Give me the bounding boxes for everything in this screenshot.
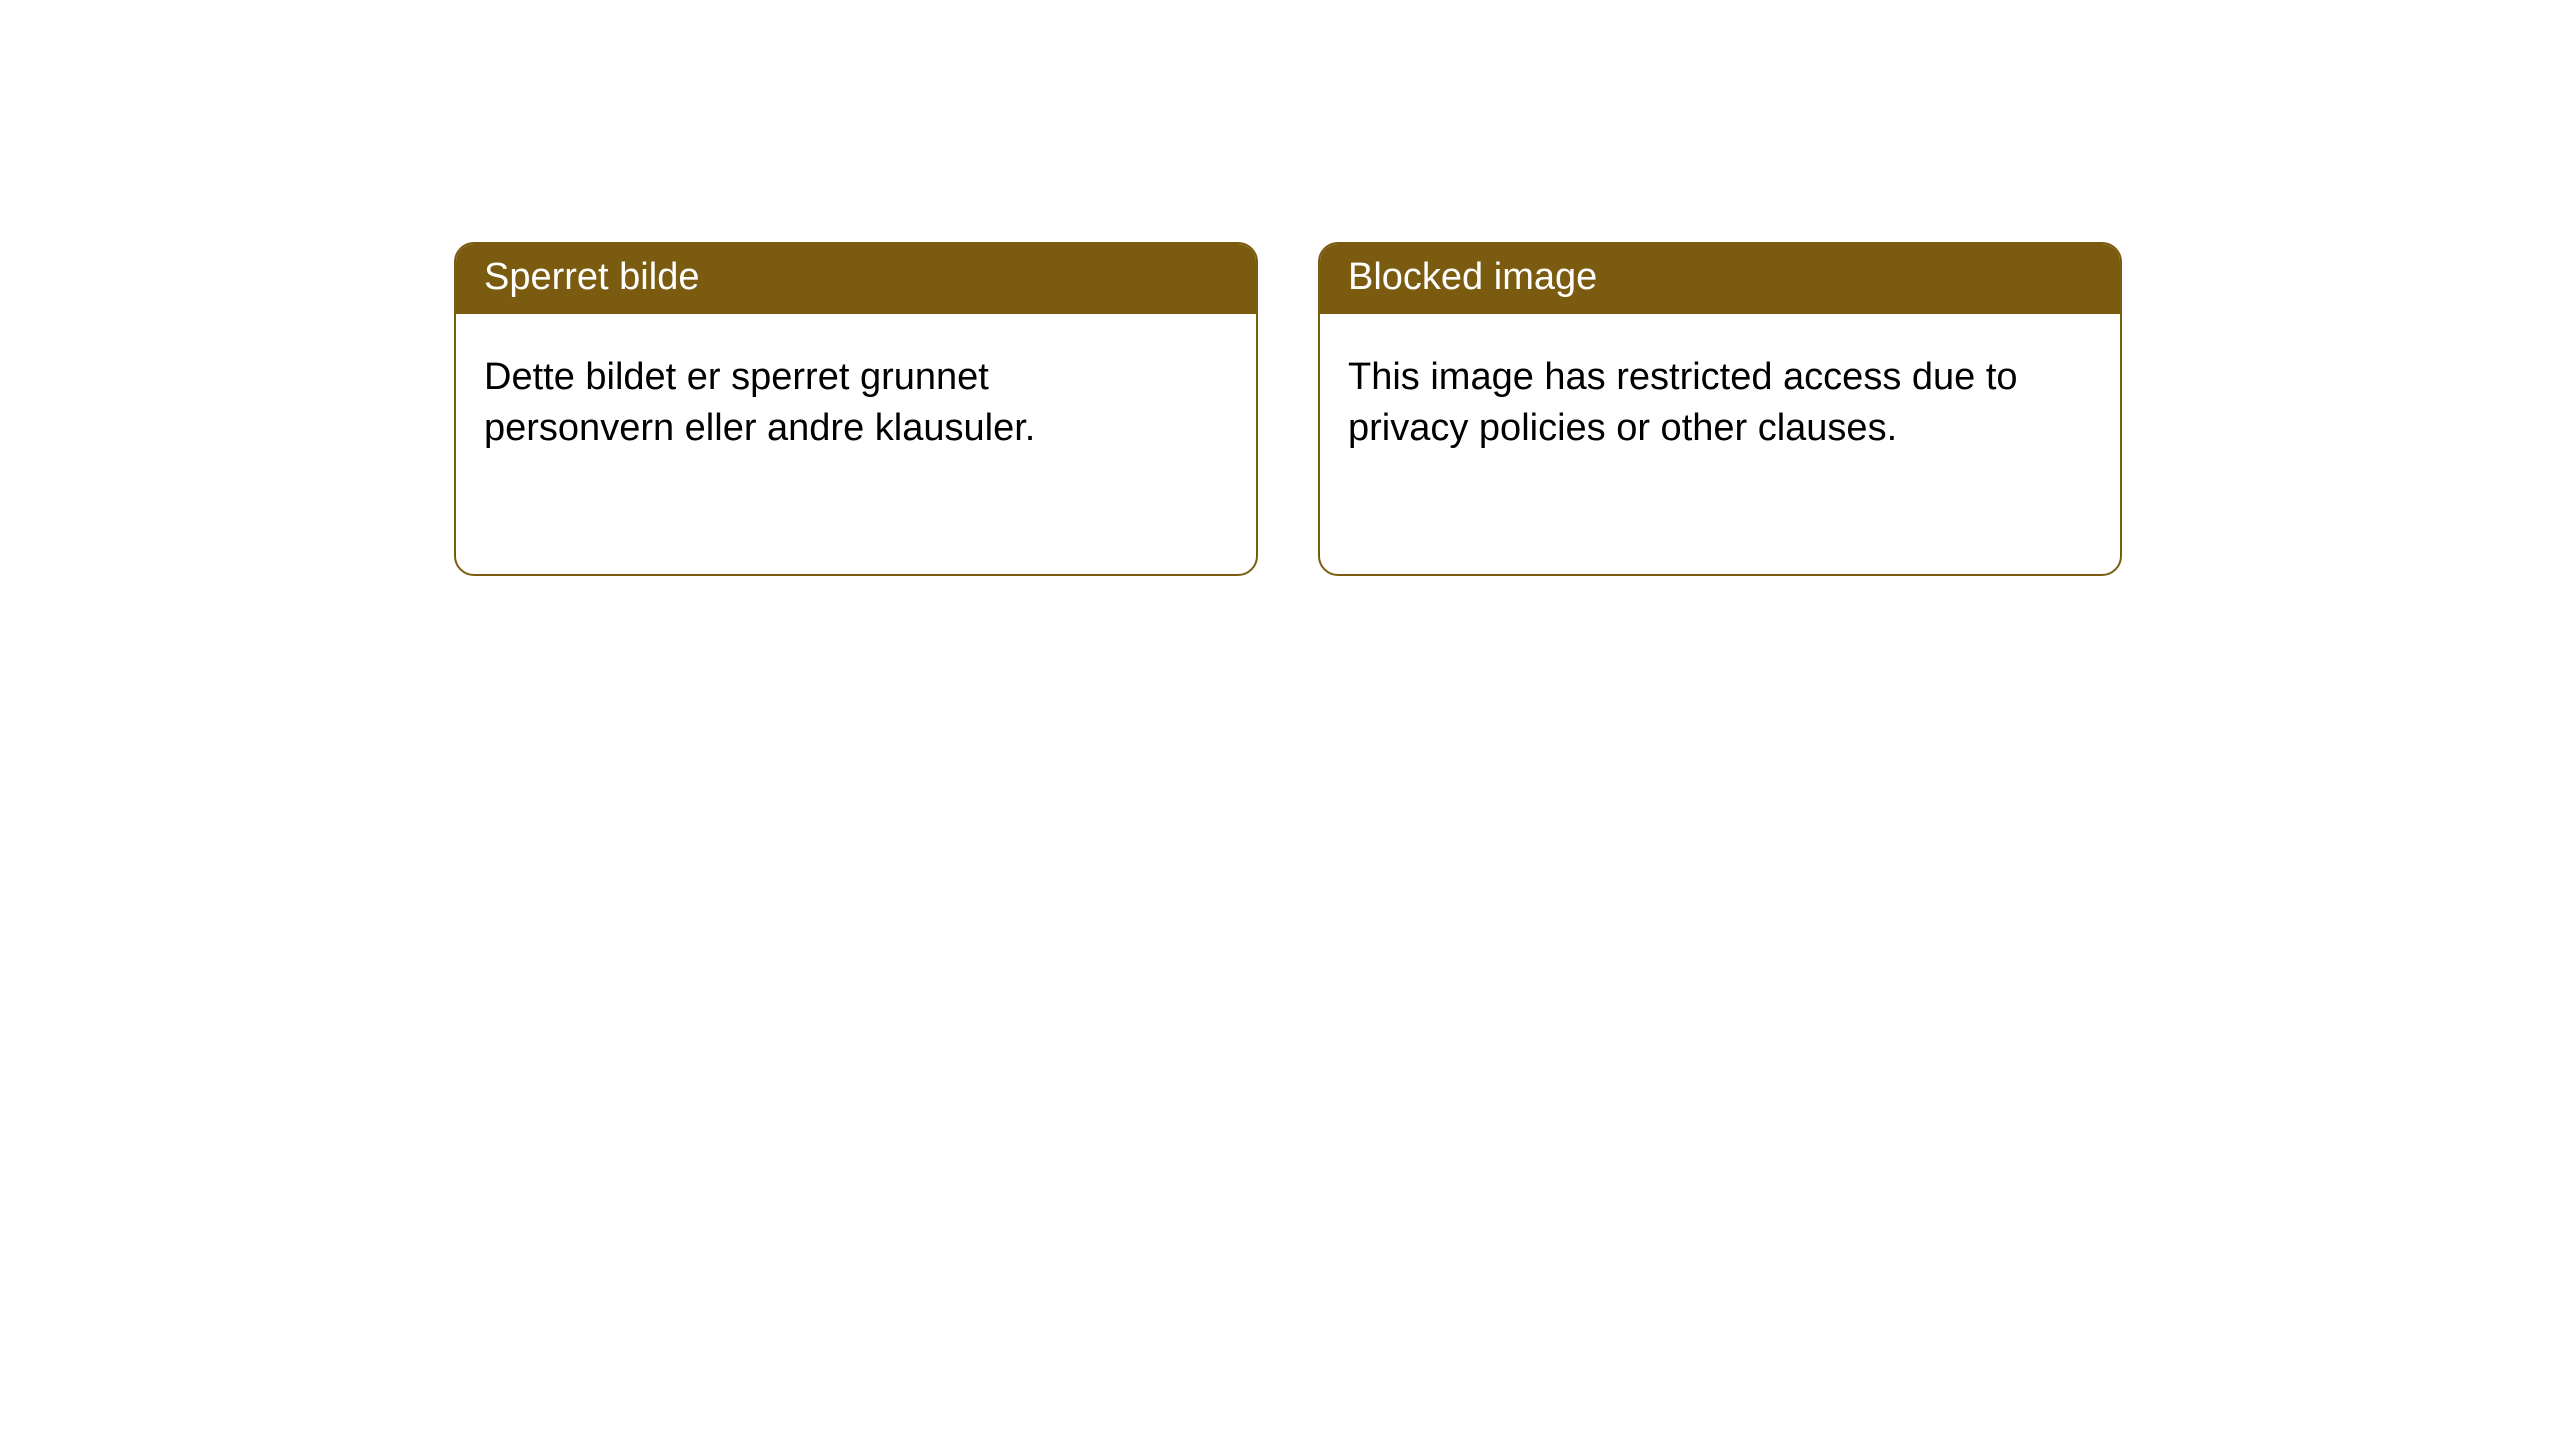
card-body-text-no: Dette bildet er sperret grunnet personve… xyxy=(484,352,1164,455)
card-header-en: Blocked image xyxy=(1320,244,2120,314)
card-body-no: Dette bildet er sperret grunnet personve… xyxy=(456,314,1256,483)
blocked-image-card-no: Sperret bilde Dette bildet er sperret gr… xyxy=(454,242,1258,576)
card-header-no: Sperret bilde xyxy=(456,244,1256,314)
card-body-en: This image has restricted access due to … xyxy=(1320,314,2120,483)
notice-container: Sperret bilde Dette bildet er sperret gr… xyxy=(0,0,2560,576)
card-body-text-en: This image has restricted access due to … xyxy=(1348,352,2028,455)
blocked-image-card-en: Blocked image This image has restricted … xyxy=(1318,242,2122,576)
